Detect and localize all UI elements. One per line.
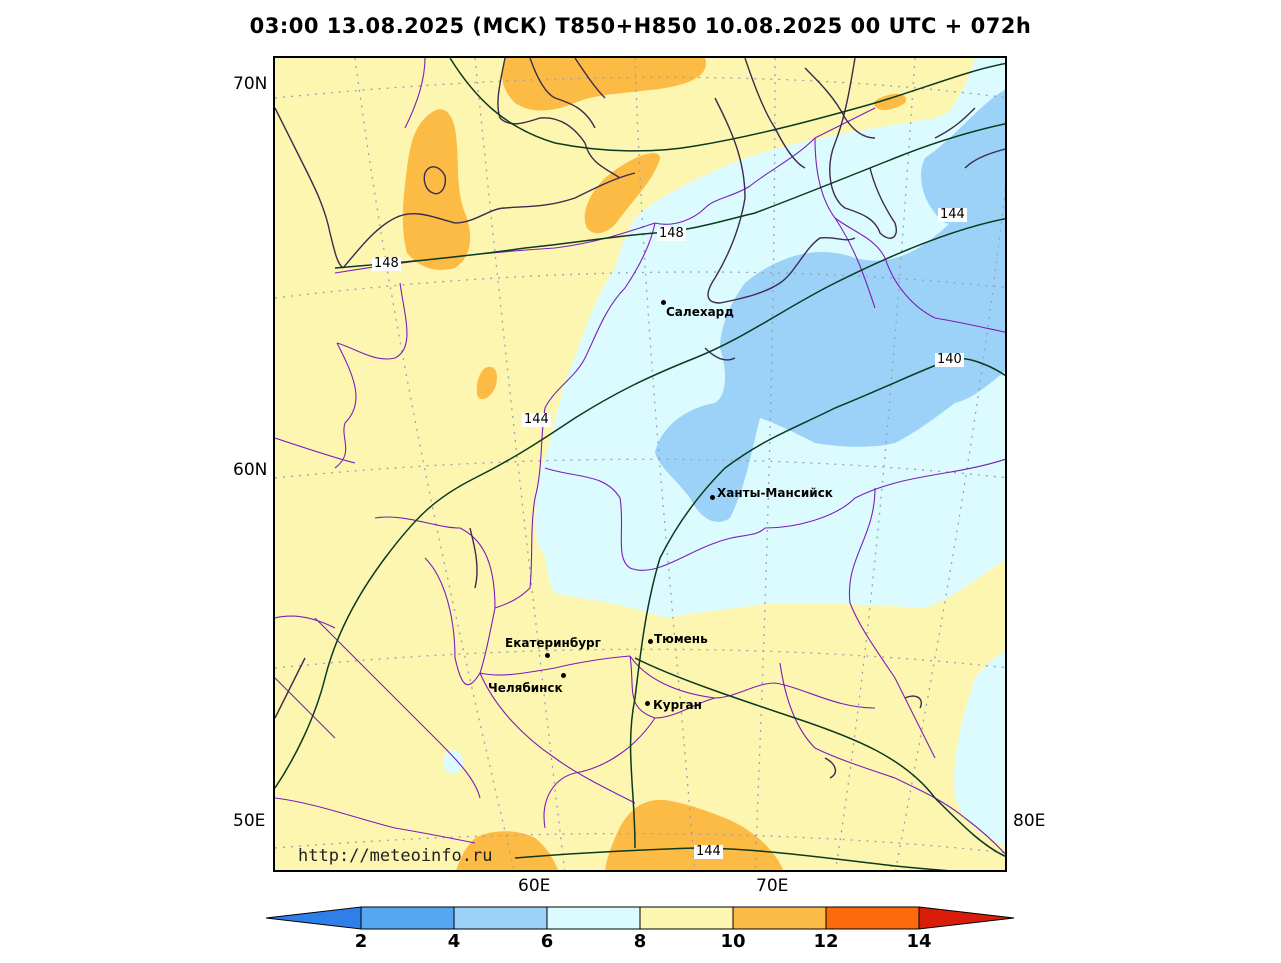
temperature-field-6-8-se: [954, 650, 1005, 846]
map-title: 03:00 13.08.2025 (МСК) T850+H850 10.08.2…: [249, 14, 1032, 38]
colorbar-segment: [639, 906, 734, 930]
temperature-field-10-12-southwest: [456, 831, 559, 870]
colorbar-segment: [918, 906, 1015, 930]
lon-label-80e: 80E: [1013, 811, 1046, 831]
city-marker-tyumen: [648, 639, 653, 644]
city-label-salekhard: Салехард: [666, 305, 734, 319]
colorbar-tick: 10: [720, 931, 746, 952]
contour-label: 140: [935, 352, 964, 367]
city-marker-salekhard: [661, 300, 666, 305]
lat-label-70n: 70N: [233, 74, 268, 94]
contour-label: 148: [657, 226, 686, 241]
contour-label: 144: [694, 844, 723, 859]
colorbar-segment: [546, 906, 641, 930]
temperature-field-10-12-small-2: [874, 93, 906, 110]
lon-label-70e: 70E: [756, 876, 789, 896]
temperature-field-10-12-arc: [584, 153, 660, 234]
colorbar-segment: [453, 906, 548, 930]
height-contours: [275, 58, 1005, 870]
temperature-field-4-6-east: [921, 90, 1005, 224]
lon-label-60e: 60E: [518, 876, 551, 896]
colorbar: [266, 906, 1015, 930]
temperature-field-6-8-ne: [915, 58, 1005, 158]
contour-label: 148: [372, 256, 401, 271]
city-label-kurgan: Курган: [653, 698, 702, 712]
city-label-khanty-mansiysk: Ханты-Мансийск: [717, 486, 833, 500]
contour-label: 144: [938, 207, 967, 222]
city-marker-yekaterinburg: [545, 653, 550, 658]
graticule: [275, 58, 1005, 870]
temperature-field-small-cold: [443, 750, 463, 774]
weather-map: [273, 56, 1007, 872]
colorbar-segment: [360, 906, 455, 930]
city-label-yekaterinburg: Екатеринбург: [505, 636, 601, 650]
temperature-field-10-12-small-1: [476, 366, 497, 400]
temperature-field-10-12-south: [605, 799, 784, 870]
watermark: http://meteoinfo.ru: [298, 846, 493, 866]
temperature-field-10-12-north: [402, 109, 471, 270]
colorbar-segment: [266, 906, 362, 930]
city-label-tyumen: Тюмень: [654, 632, 708, 646]
colorbar-tick: 6: [540, 931, 554, 952]
coastline: [275, 58, 1005, 779]
lat-label-50e: 50E: [233, 811, 266, 831]
colorbar-tick: 2: [354, 931, 368, 952]
colorbar-tick: 8: [633, 931, 647, 952]
colorbar-segment: [825, 906, 920, 930]
colorbar-tick: 4: [447, 931, 461, 952]
city-label-chelyabinsk: Челябинск: [488, 681, 563, 695]
city-marker-khanty-mansiysk: [710, 495, 715, 500]
contour-label: 144: [522, 412, 551, 427]
city-marker-chelyabinsk: [561, 673, 566, 678]
colorbar-tick: 14: [906, 931, 932, 952]
colorbar-segment: [732, 906, 827, 930]
map-canvas: [275, 58, 1005, 870]
city-marker-kurgan: [645, 701, 650, 706]
temperature-field-4-6: [655, 170, 1005, 522]
region-boundaries: [275, 58, 1005, 855]
colorbar-tick: 12: [813, 931, 839, 952]
lat-label-60n: 60N: [233, 460, 268, 480]
